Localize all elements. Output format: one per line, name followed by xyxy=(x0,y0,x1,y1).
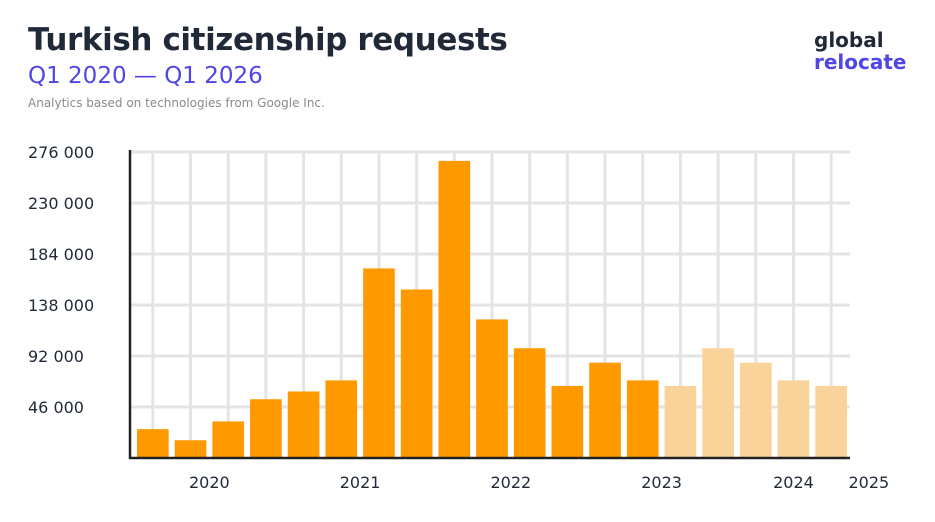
bar xyxy=(513,348,546,458)
x-tick-label: 2021 xyxy=(340,473,381,492)
bar xyxy=(626,380,659,458)
bar xyxy=(815,385,847,458)
bar xyxy=(551,385,584,458)
chart-title: Turkish citizenship requests xyxy=(28,22,508,58)
y-tick-label: 46 000 xyxy=(28,398,84,417)
bar xyxy=(174,440,207,458)
bar xyxy=(589,362,621,458)
bar xyxy=(363,268,395,458)
logo-line-relocate: relocate xyxy=(814,50,907,74)
bar xyxy=(438,160,471,458)
bar xyxy=(702,348,734,458)
bar xyxy=(664,385,697,458)
bar xyxy=(137,429,169,458)
chart-subtitle: Q1 2020 — Q1 2026 xyxy=(28,63,263,89)
logo-line-global: global xyxy=(814,28,884,52)
x-tick-label: 2020 xyxy=(189,473,230,492)
y-tick-label: 184 000 xyxy=(28,245,94,264)
attribution-text: Analytics based on technologies from Goo… xyxy=(28,96,325,110)
bar xyxy=(287,391,320,458)
bar xyxy=(476,319,508,458)
bar xyxy=(250,399,282,458)
y-tick-label: 138 000 xyxy=(28,296,94,315)
x-tick-label: 2023 xyxy=(641,473,682,492)
y-tick-label: 92 000 xyxy=(28,347,84,366)
bar xyxy=(739,362,772,458)
bar xyxy=(777,380,810,458)
x-tick-label: 2022 xyxy=(490,473,531,492)
y-tick-label: 276 000 xyxy=(28,143,94,162)
bar xyxy=(400,289,433,458)
x-tick-label: 2024 xyxy=(773,473,814,492)
bar xyxy=(212,421,245,458)
bar xyxy=(325,380,358,458)
y-tick-label: 230 000 xyxy=(28,194,94,213)
x-tick-label: 2025 xyxy=(848,473,889,492)
global-relocate-logo: global relocate xyxy=(814,29,907,73)
